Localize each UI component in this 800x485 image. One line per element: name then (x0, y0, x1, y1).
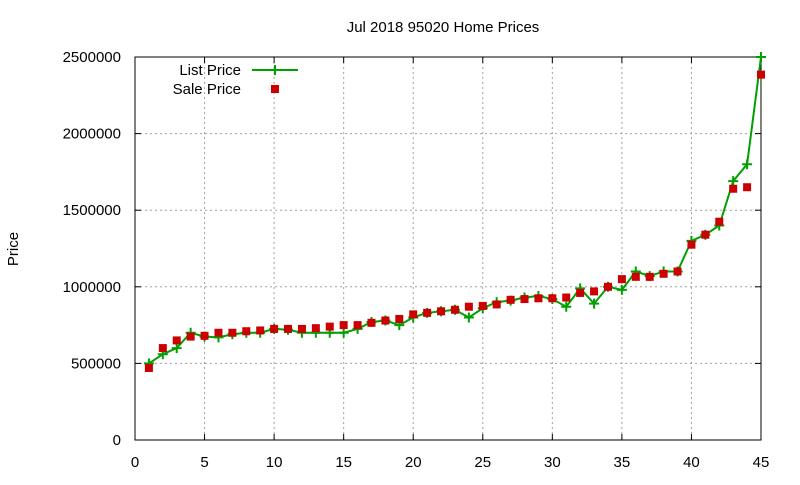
sale-price-point (437, 307, 446, 316)
y-tick-label: 500000 (71, 355, 121, 372)
x-tick-label: 25 (474, 454, 491, 471)
sale-price-point (409, 310, 418, 319)
sale-price-point (158, 344, 167, 353)
x-tick-label: 15 (335, 454, 352, 471)
sale-price-point (534, 294, 543, 303)
x-tick-label: 10 (266, 454, 283, 471)
sale-price-point (743, 183, 752, 192)
x-tick-label: 45 (753, 454, 770, 471)
sale-price-point (423, 308, 432, 317)
sale-price-point (548, 294, 557, 303)
sale-price-point (186, 332, 195, 341)
y-tick-label: 1500000 (63, 202, 121, 219)
sale-price-point (353, 321, 362, 330)
sale-price-point (367, 318, 376, 327)
sale-price-point (645, 272, 654, 281)
sale-price-point (339, 321, 348, 330)
sale-price-point (144, 363, 153, 372)
sale-price-point (757, 70, 765, 79)
sale-price-point (673, 267, 682, 276)
sale-price-point (659, 269, 668, 278)
sale-price-point (256, 326, 265, 335)
sale-price-point (214, 328, 223, 337)
sale-price-point (506, 295, 515, 304)
list-price-point (463, 312, 474, 323)
sale-price-point (562, 293, 571, 302)
sale-price-point (200, 331, 209, 340)
axes: 0 5 10 15 20 25 30 35 40 45 0 500000 1000000 1500000 2… (63, 49, 770, 471)
y-tick-label: 0 (113, 432, 121, 449)
list-price-point (561, 301, 572, 312)
sale-price-point (715, 217, 724, 226)
sale-price-point (172, 336, 181, 345)
plot-border (134, 56, 762, 441)
y-tick-label: 2500000 (63, 49, 121, 66)
sale-price-point (576, 288, 585, 297)
sale-price-point (284, 324, 293, 333)
sale-price-point (464, 302, 473, 311)
sale-price-point (311, 324, 320, 333)
sale-price-point (242, 327, 251, 336)
sale-price-point (450, 305, 459, 314)
sale-price-point (228, 328, 237, 337)
sale-price-point (590, 287, 599, 296)
x-tick-label: 30 (544, 454, 561, 471)
sale-price-point (381, 316, 390, 325)
list-price-point (616, 284, 627, 295)
x-tick-label: 5 (200, 454, 208, 471)
chart-title: Jul 2018 95020 Home Prices (347, 19, 540, 36)
sale-price-point (603, 282, 612, 291)
legend-marker-sale-price (271, 85, 279, 93)
sale-price-point (520, 295, 529, 304)
sale-price-point (325, 322, 334, 331)
list-price-point (338, 327, 349, 338)
sale-price-point (492, 300, 501, 309)
x-tick-label: 20 (405, 454, 422, 471)
x-tick-label: 0 (131, 454, 139, 471)
sale-price-point (701, 230, 710, 239)
sale-price-point (395, 314, 404, 323)
legend-label-list-price: List Price (179, 62, 241, 79)
series (143, 52, 766, 372)
sale-price-point (297, 324, 306, 333)
sale-price-point (478, 301, 487, 310)
list-price-point (589, 298, 600, 309)
sale-price-point (729, 184, 738, 193)
list-price-point (171, 343, 182, 354)
y-tick-label: 1000000 (63, 279, 121, 296)
legend: List Price Sale Price (173, 62, 298, 98)
list-price-point (728, 176, 739, 187)
grid (135, 57, 761, 440)
sale-price-point (270, 324, 279, 333)
x-tick-label: 40 (683, 454, 700, 471)
list-price-point (756, 52, 766, 62)
sale-price-point (617, 275, 626, 284)
sale-price-point (631, 272, 640, 281)
legend-label-sale-price: Sale Price (173, 81, 241, 98)
y-axis-label: Price (5, 232, 22, 266)
y-tick-label: 2000000 (63, 126, 121, 143)
x-tick-label: 35 (614, 454, 631, 471)
sale-price-point (687, 240, 696, 249)
legend-marker-list-price (270, 65, 280, 75)
list-price-point (742, 159, 753, 170)
